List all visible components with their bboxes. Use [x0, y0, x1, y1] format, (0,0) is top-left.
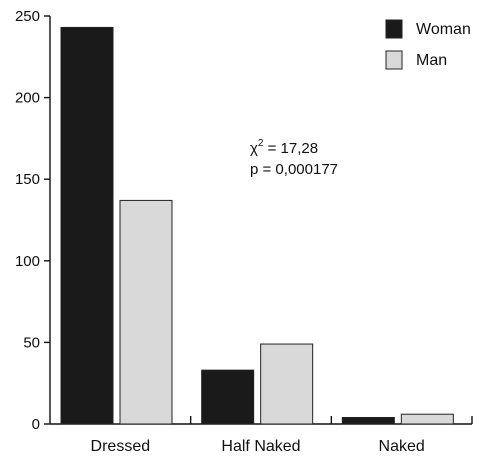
p-value-annotation: p = 0,000177 — [250, 161, 338, 178]
bar-man-naked — [400, 413, 454, 425]
x-tick-label: Half Naked — [221, 438, 300, 455]
bars — [60, 26, 454, 425]
chi-square-annotation: χ2 = 17,28 — [250, 138, 318, 157]
y-tick-label: 0 — [32, 416, 40, 433]
y-tick-label: 50 — [23, 334, 40, 351]
bar-man-half-naked — [260, 343, 314, 425]
chi-symbol: χ — [250, 140, 258, 157]
legend-swatch — [385, 19, 403, 39]
chi-value: = 17,28 — [263, 140, 318, 157]
y-tick-label: 100 — [15, 253, 40, 270]
y-tick-label: 200 — [15, 90, 40, 107]
legend-swatch — [385, 50, 403, 70]
chi-superscript: 2 — [258, 138, 264, 149]
bar-woman-naked — [341, 416, 395, 425]
x-axis-labels: Dressed Half Naked Naked — [91, 438, 425, 455]
bar-woman-dressed — [60, 26, 114, 425]
legend-label: Man — [416, 52, 447, 69]
x-tick-label: Naked — [379, 438, 425, 455]
x-tick-label: Dressed — [91, 438, 151, 455]
bar-woman-half-naked — [201, 369, 255, 425]
y-axis-ticks: 0 50 100 150 200 250 — [15, 8, 50, 433]
bar-man-dressed — [119, 199, 173, 425]
legend: Woman Man — [385, 19, 471, 70]
legend-label: Woman — [416, 21, 471, 38]
y-tick-label: 150 — [15, 171, 40, 188]
y-tick-label: 250 — [15, 8, 40, 25]
